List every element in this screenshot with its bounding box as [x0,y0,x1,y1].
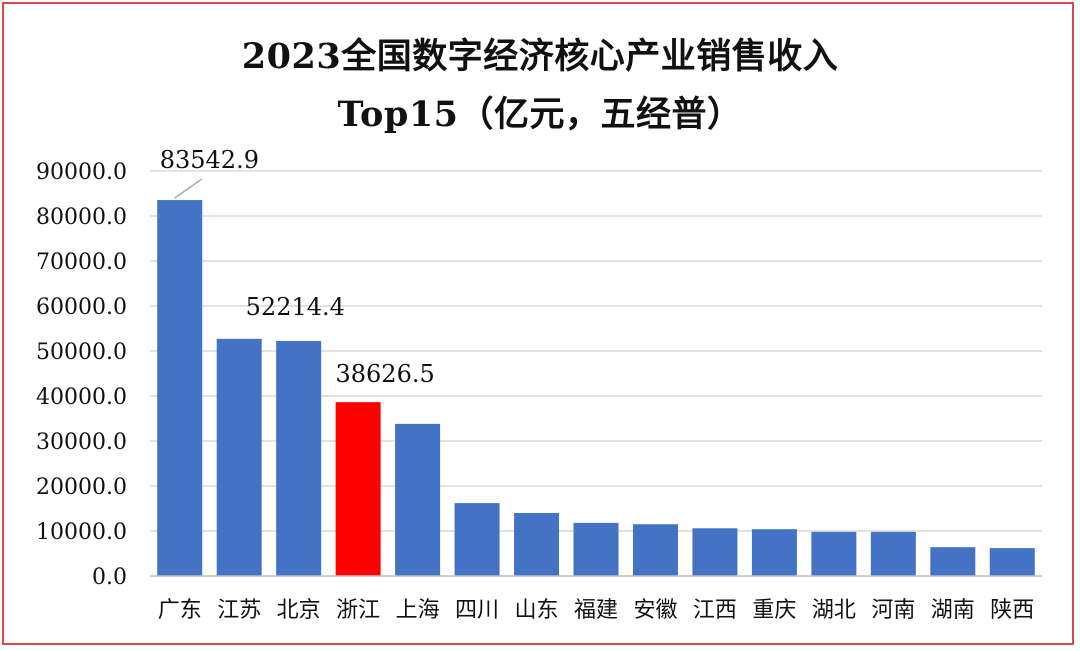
x-tick-label: 浙江 [336,598,380,623]
chart-title-line1: 2023全国数字经济核心产业销售收入 [241,36,839,77]
bar-3 [276,341,322,576]
bar-15 [989,548,1035,576]
x-tick-label: 河南 [871,598,915,623]
x-tick-label: 江苏 [217,598,261,623]
y-tick-label: 80000.0 [36,205,127,230]
bar-4 [335,402,381,576]
y-tick-label: 0.0 [92,565,127,590]
x-tick-label: 山东 [515,598,559,623]
data-label: 52214.4 [246,293,345,321]
y-tick-label: 20000.0 [36,475,127,500]
x-tick-label: 湖北 [812,598,856,623]
bar-6 [454,503,500,576]
y-tick-label: 70000.0 [36,250,127,275]
x-tick-label: 福建 [574,598,618,623]
x-tick-label: 安徽 [633,598,677,623]
x-tick-label: 上海 [396,598,440,623]
y-tick-label: 60000.0 [36,295,127,320]
y-tick-label: 90000.0 [36,160,127,185]
bar-14 [930,547,976,576]
x-tick-label: 重庆 [752,598,796,623]
bar-11 [751,529,797,576]
x-tick-label: 四川 [455,598,499,623]
bar-13 [870,531,916,576]
x-tick-label: 陕西 [990,598,1034,623]
y-tick-label: 50000.0 [36,340,127,365]
data-label: 83542.9 [160,146,259,174]
y-tick-label: 30000.0 [36,430,127,455]
bar-9 [632,524,678,576]
chart-title-line2: Top15（亿元，五经普） [337,94,743,135]
x-tick-label: 广东 [158,598,202,623]
bar-1 [157,200,203,576]
y-tick-label: 10000.0 [36,520,127,545]
category-labels: 广东 江苏 北京 浙江 上海 四川 山东 福建 安徽 江西 重庆 湖北 河南 湖南 陕西 [158,598,1035,623]
bar-2 [216,338,262,576]
data-label: 38626.5 [336,360,435,388]
x-tick-label: 北京 [277,598,321,623]
x-tick-label: 湖南 [931,598,975,623]
y-axis-ticks: 0.0 10000.0 20000.0 30000.0 40000.0 50000.0 60… [36,160,127,590]
bar-5 [395,423,441,576]
data-labels: 83542.9 52214.4 38626.5 [160,146,435,388]
bar-12 [811,531,857,576]
data-label-leader [174,178,203,199]
bars [157,200,1035,576]
bar-7 [514,513,560,576]
x-tick-label: 江西 [693,598,737,623]
y-tick-label: 40000.0 [36,385,127,410]
bar-8 [573,522,619,576]
bar-10 [692,528,738,576]
